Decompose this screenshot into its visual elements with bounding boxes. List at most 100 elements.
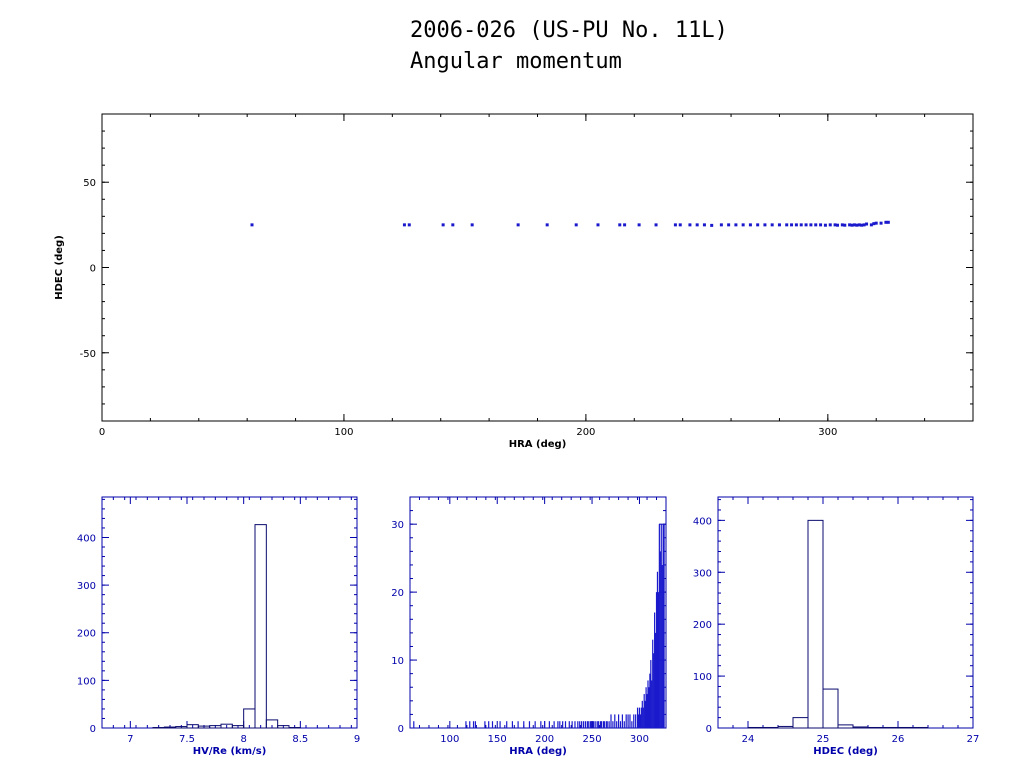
data-point bbox=[857, 223, 861, 227]
y-tick-label: 0 bbox=[90, 724, 96, 735]
x-tick-label: 150 bbox=[488, 734, 507, 745]
data-point bbox=[710, 223, 714, 227]
data-point bbox=[804, 223, 808, 227]
data-point bbox=[618, 223, 622, 227]
histogram-bar bbox=[762, 726, 779, 729]
data-point bbox=[770, 223, 774, 227]
y-tick-label: 30 bbox=[391, 520, 404, 531]
data-point bbox=[748, 223, 752, 227]
plot-frame bbox=[717, 496, 974, 729]
histogram-bar bbox=[777, 725, 794, 729]
data-point bbox=[756, 223, 760, 227]
data-point bbox=[855, 223, 859, 227]
x-tick-label: 250 bbox=[582, 734, 601, 745]
x-tick-label: 200 bbox=[576, 427, 595, 438]
y-tick-label: 400 bbox=[77, 533, 96, 544]
histogram-bar bbox=[912, 726, 929, 729]
x-tick-label: 200 bbox=[535, 734, 554, 745]
x-tick-label: 24 bbox=[742, 734, 755, 745]
x-tick-label: 27 bbox=[967, 734, 980, 745]
data-point bbox=[785, 223, 789, 227]
data-point bbox=[840, 223, 844, 227]
data-point bbox=[470, 223, 474, 227]
data-point bbox=[848, 223, 852, 227]
y-tick-label: 10 bbox=[391, 656, 404, 667]
y-tick-label: 20 bbox=[391, 588, 404, 599]
x-tick-label: 100 bbox=[440, 734, 459, 745]
data-point bbox=[545, 223, 549, 227]
histogram-bar bbox=[882, 726, 899, 729]
data-point bbox=[734, 223, 738, 227]
data-point bbox=[814, 223, 818, 227]
data-point bbox=[794, 223, 798, 227]
data-point bbox=[879, 221, 883, 225]
data-point bbox=[809, 223, 813, 227]
data-point bbox=[407, 223, 411, 227]
x-tick-label: 300 bbox=[818, 427, 837, 438]
scatter-plot: 0 100 200 300 -50 0 50 HRA (deg) HDEC (deg) bbox=[54, 113, 974, 450]
y-tick-label: 50 bbox=[83, 178, 96, 189]
x-tick-label: 100 bbox=[334, 427, 353, 438]
histogram-bar bbox=[265, 719, 279, 729]
data-point bbox=[741, 223, 745, 227]
data-point bbox=[654, 223, 658, 227]
histogram-bar bbox=[807, 519, 824, 729]
data-point bbox=[688, 223, 692, 227]
data-point bbox=[678, 223, 682, 227]
x-tick-label: 25 bbox=[817, 734, 830, 745]
histogram-bar bbox=[852, 726, 869, 729]
data-point bbox=[596, 223, 600, 227]
y-tick-label: 100 bbox=[77, 676, 96, 687]
x-tick-label: 7.5 bbox=[179, 734, 195, 745]
histogram-bar bbox=[277, 725, 290, 729]
data-point bbox=[860, 223, 864, 227]
figure-title: 2006-026 (US-PU No. 11L) bbox=[410, 18, 728, 43]
x-tick-label: 7 bbox=[127, 734, 133, 745]
y-tick-label: 300 bbox=[693, 568, 712, 579]
data-point bbox=[852, 223, 856, 227]
plot-frame bbox=[101, 113, 974, 422]
data-point bbox=[702, 223, 706, 227]
hra-histogram: 100 150 200 250 300 0 10 20 30 HRA (deg) bbox=[391, 496, 667, 757]
x-tick-label: 8.5 bbox=[292, 734, 308, 745]
data-point bbox=[836, 223, 840, 227]
data-point bbox=[623, 223, 627, 227]
x-tick-label: 300 bbox=[630, 734, 649, 745]
x-axis-label: HRA (deg) bbox=[509, 746, 567, 757]
x-tick-label: 8 bbox=[240, 734, 246, 745]
histogram-bar bbox=[822, 688, 839, 729]
y-tick-label: 0 bbox=[398, 724, 404, 735]
data-point bbox=[874, 221, 878, 225]
data-point bbox=[673, 223, 677, 227]
data-point bbox=[451, 223, 455, 227]
x-tick-label: 0 bbox=[99, 427, 105, 438]
data-point bbox=[819, 223, 823, 227]
y-tick-label: 300 bbox=[77, 581, 96, 592]
data-point bbox=[833, 223, 837, 227]
histogram-bar bbox=[837, 724, 854, 729]
x-tick-label: 9 bbox=[354, 734, 360, 745]
data-point bbox=[777, 223, 781, 227]
data-point bbox=[250, 223, 254, 227]
histogram-bar bbox=[792, 717, 809, 729]
figure-subtitle: Angular momentum bbox=[410, 49, 622, 74]
x-axis-label: HRA (deg) bbox=[509, 439, 567, 450]
y-tick-label: 200 bbox=[693, 620, 712, 631]
data-point bbox=[637, 223, 641, 227]
y-tick-label: -50 bbox=[80, 349, 96, 360]
x-axis-label: HDEC (deg) bbox=[813, 746, 878, 757]
data-point bbox=[719, 223, 723, 227]
hdec-histogram: 24 25 26 27 0 100 200 300 400 HDEC (deg) bbox=[693, 496, 980, 757]
data-point bbox=[799, 223, 803, 227]
histogram-bar bbox=[897, 726, 914, 729]
y-tick-label: 100 bbox=[693, 672, 712, 683]
y-tick-label: 200 bbox=[77, 629, 96, 640]
data-point bbox=[828, 223, 832, 227]
data-point bbox=[516, 223, 520, 227]
data-point bbox=[727, 223, 731, 227]
data-point bbox=[574, 223, 578, 227]
data-point bbox=[843, 223, 847, 227]
x-tick-label: 26 bbox=[892, 734, 905, 745]
plot-frame bbox=[101, 496, 358, 729]
